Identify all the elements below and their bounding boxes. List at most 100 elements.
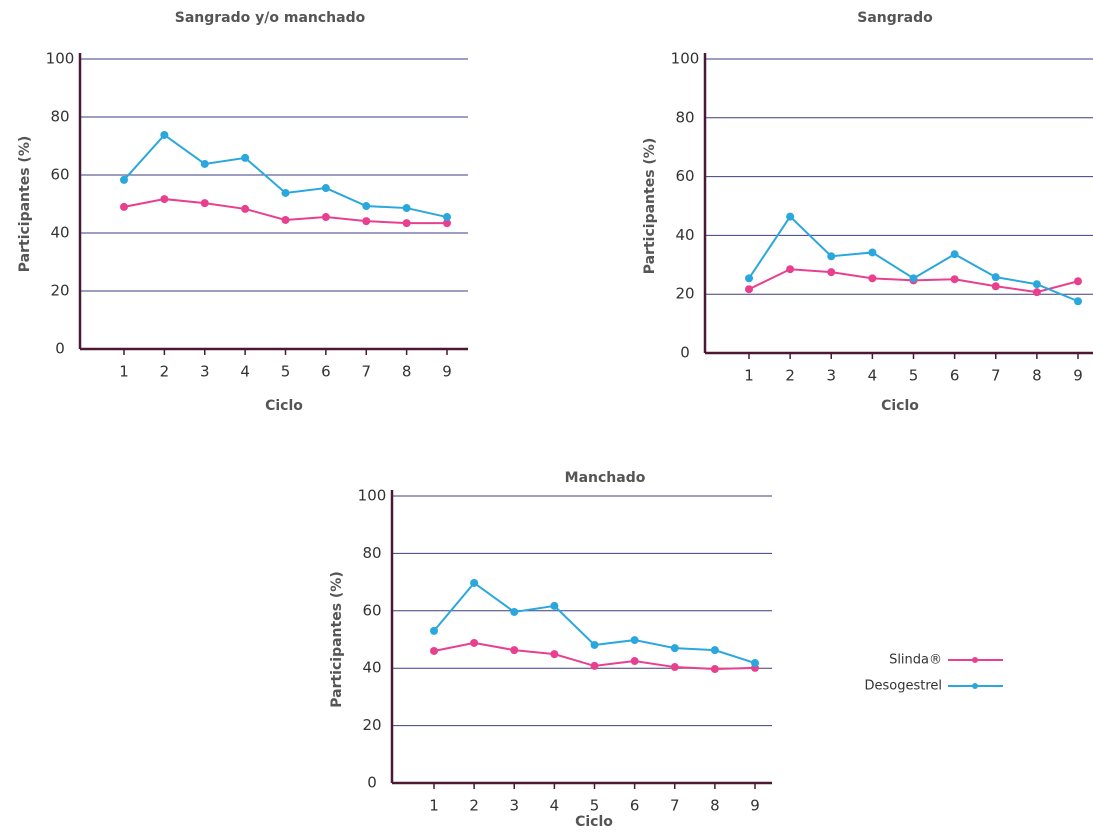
data-point [470,638,479,647]
y-tick-label: 60 [675,167,694,185]
x-tick-label: 7 [361,363,371,381]
data-point [950,275,959,284]
legend-label: Slinda® [889,653,942,668]
data-point [430,626,438,635]
data-point [160,130,169,139]
data-point [670,644,679,653]
x-axis-label: Ciclo [265,398,303,414]
data-point [443,213,451,222]
x-tick-label: 9 [1073,367,1083,385]
x-tick-label: 8 [1032,367,1042,385]
x-tick-label: 7 [991,367,1001,385]
y-tick-label: 20 [50,282,69,300]
y-tick-label: 80 [362,544,381,562]
data-point [991,273,1000,282]
x-axis-label: Ciclo [575,814,613,830]
y-tick-label: 80 [675,108,694,126]
data-point [200,199,209,208]
y-tick-label: 40 [362,659,381,677]
legend-marker [972,683,978,689]
y-tick-label: 0 [55,340,65,358]
x-tick-label: 3 [826,367,836,385]
x-tick-label: 7 [670,797,680,815]
x-tick-label: 5 [281,363,291,381]
y-tick-label: 100 [46,50,75,68]
y-tick-label: 60 [362,601,381,619]
data-point [443,219,451,228]
data-point [1074,297,1082,306]
data-point [430,646,438,655]
data-point [510,607,519,616]
x-tick-label: 2 [785,367,795,385]
data-point [1032,280,1041,289]
data-point [281,215,290,224]
x-tick-label: 4 [240,363,250,381]
x-tick-label: 5 [909,367,919,385]
series-line [123,133,448,219]
data-point [751,659,759,668]
y-tick-label: 40 [675,226,694,244]
data-point [868,248,877,257]
data-point [1032,288,1041,297]
data-point [241,204,250,213]
data-point [670,663,679,672]
x-tick-label: 1 [429,797,439,815]
data-point [950,250,959,259]
data-point [745,285,753,294]
chart-title: Manchado [565,470,646,486]
data-point [241,153,250,162]
x-tick-label: 6 [630,797,640,815]
data-point [281,188,290,197]
y-tick-label: 100 [671,50,700,68]
x-tick-label: 6 [321,363,331,381]
chart-title: Sangrado y/o manchado [175,10,366,26]
data-point [590,661,599,670]
y-tick-label: 100 [358,487,387,505]
data-point [120,175,128,184]
y-tick-label: 0 [680,344,690,362]
data-point [745,274,753,283]
data-point [909,274,918,283]
x-tick-label: 1 [119,363,129,381]
chart-title: Sangrado [857,10,933,26]
data-point [362,217,371,226]
y-tick-label: 60 [50,166,69,184]
y-tick-label: 20 [675,285,694,303]
data-point [991,282,1000,291]
data-point [362,202,371,211]
data-point [710,646,719,655]
data-point [402,204,411,213]
data-point [402,219,411,228]
data-point [827,268,836,277]
x-tick-label: 8 [710,797,720,815]
data-point [710,665,719,674]
x-tick-label: 4 [868,367,878,385]
legend-label: Desogestrel [864,679,942,694]
series-line [748,215,1079,303]
data-point [321,184,330,193]
data-point [120,202,128,211]
legend-marker [972,657,978,663]
y-tick-label: 40 [50,224,69,242]
data-point [630,636,639,645]
series-line [433,581,756,664]
data-point [510,646,519,655]
data-point [550,601,559,610]
data-point [1074,277,1082,286]
x-tick-label: 5 [590,797,600,815]
y-axis-label: Participantes (%) [642,138,658,274]
data-point [160,195,169,204]
data-point [550,650,559,659]
data-point [321,213,330,222]
x-tick-label: 3 [509,797,519,815]
x-tick-label: 6 [950,367,960,385]
x-tick-label: 8 [402,363,412,381]
x-axis-label: Ciclo [881,398,919,414]
data-point [827,252,836,261]
data-point [786,212,795,221]
x-tick-label: 1 [744,367,754,385]
data-point [786,265,795,274]
data-point [470,578,479,587]
x-tick-label: 9 [442,363,452,381]
